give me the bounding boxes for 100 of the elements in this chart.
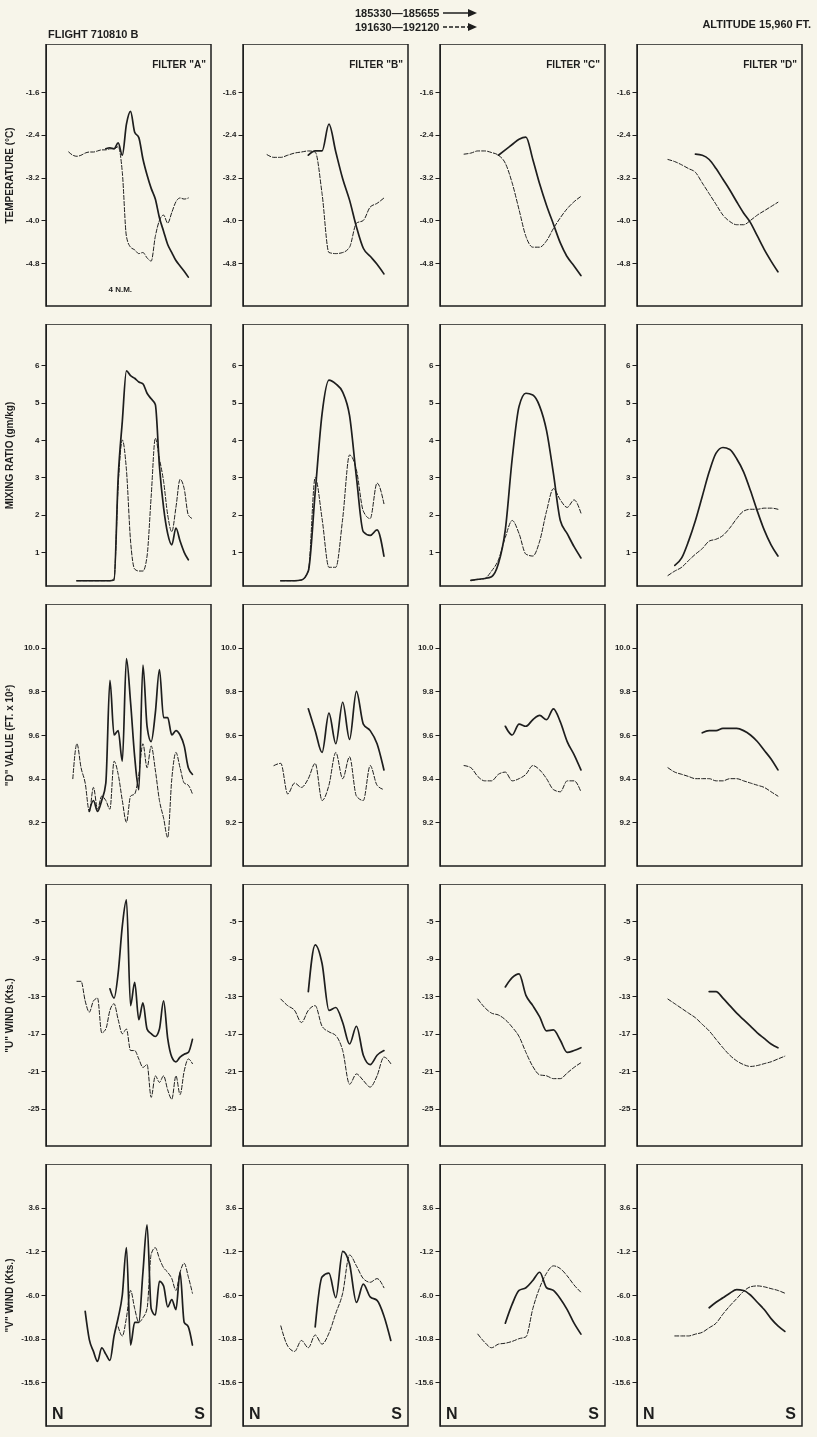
y-tick-label: 9.8: [619, 686, 632, 696]
y-tick-label: 6: [429, 360, 435, 370]
y-tick-label: -9: [426, 954, 435, 964]
y-tick-label: 2: [429, 510, 435, 520]
y-tick-label: 9.4: [28, 774, 41, 784]
y-tick-label: -2.4: [616, 130, 632, 140]
text: ALTITUDE 15,960 FT.: [702, 18, 811, 30]
y-tick-label: -25: [618, 1104, 632, 1114]
y-tick-label: -6.0: [222, 1290, 238, 1300]
y-tick-label: 10.0: [417, 643, 435, 653]
annotation: S: [785, 1405, 797, 1422]
y-tick-label: -15.6: [218, 1377, 238, 1387]
y-tick-label: 4: [626, 435, 632, 445]
y-tick-label: -5: [32, 916, 41, 926]
y-tick-label: -10.8: [415, 1334, 435, 1344]
y-tick-label: -4.0: [616, 215, 632, 225]
y-tick-label: -1.2: [419, 1246, 435, 1256]
y-tick-label: -4.8: [616, 258, 632, 268]
line-series: [280, 998, 392, 1088]
text: FILTER "D": [743, 59, 798, 70]
annotation: N: [643, 1405, 655, 1422]
y-tick-label: -13: [27, 991, 41, 1001]
y-tick-label: -1.6: [222, 87, 238, 97]
y-tick-label: 2: [232, 510, 238, 520]
annotation: N: [52, 1405, 64, 1422]
y-tick-label: -25: [421, 1104, 435, 1114]
y-tick-label: -6.0: [616, 1290, 632, 1300]
y-tick-label: 9.6: [28, 730, 41, 740]
y-tick-label: 5: [626, 398, 632, 408]
y-tick-label: 10.0: [220, 643, 238, 653]
y-tick-label: 9.8: [28, 686, 41, 696]
y-tick-label: -4.0: [419, 215, 435, 225]
y-tick-label: 3.6: [28, 1203, 41, 1213]
y-tick-label: -17: [421, 1029, 435, 1039]
y-tick-label: -10.8: [218, 1334, 238, 1344]
y-tick-label: -1.6: [616, 87, 632, 97]
y-tick-label: 9.2: [225, 817, 238, 827]
line-series: [701, 727, 779, 771]
text: FILTER "B": [349, 59, 404, 70]
y-tick-label: -21: [224, 1066, 238, 1076]
y-tick-label: -15.6: [415, 1377, 435, 1387]
y-axis-title: "V" WIND (Kts.): [3, 1258, 15, 1333]
annotation: S: [588, 1405, 600, 1422]
y-tick-label: -3.2: [222, 173, 238, 183]
y-tick-label: -2.4: [419, 130, 435, 140]
y-tick-label: 5: [35, 398, 41, 408]
y-tick-label: -3.2: [616, 173, 632, 183]
y-tick-label: 3.6: [422, 1203, 435, 1213]
y-tick-label: -10.8: [21, 1334, 41, 1344]
y-tick-label: 4: [232, 435, 238, 445]
y-tick-label: -4.8: [419, 258, 435, 268]
y-axis-title: "U" WIND (Kts.): [3, 978, 15, 1053]
y-tick-label: 5: [429, 398, 435, 408]
line-series: [273, 751, 385, 801]
y-tick-label: -21: [421, 1066, 435, 1076]
y-tick-label: 9.4: [422, 774, 435, 784]
y-tick-label: -1.2: [222, 1246, 238, 1256]
y-tick-label: 9.6: [422, 730, 435, 740]
y-axis-title: "D" VALUE (FT. x 10²): [3, 684, 15, 787]
y-tick-label: 6: [232, 360, 238, 370]
line-series: [307, 690, 385, 771]
y-tick-label: -13: [618, 991, 632, 1001]
y-tick-label: 9.6: [225, 730, 238, 740]
y-tick-label: -3.2: [419, 173, 435, 183]
y-tick-label: 1: [232, 547, 238, 557]
y-tick-label: 9.8: [225, 686, 238, 696]
line-series: [667, 998, 786, 1067]
annotation: N: [446, 1405, 458, 1422]
text: FILTER "A": [152, 59, 207, 70]
line-series: [504, 972, 582, 1054]
y-axis-title: TEMPERATURE (°C): [3, 127, 15, 224]
y-tick-label: 1: [626, 547, 632, 557]
y-tick-label: 9.6: [619, 730, 632, 740]
y-tick-label: -17: [618, 1029, 632, 1039]
y-tick-label: -5: [426, 916, 435, 926]
y-tick-label: -1.2: [616, 1246, 632, 1256]
y-tick-label: 9.4: [619, 774, 632, 784]
y-tick-label: -4.0: [222, 215, 238, 225]
y-tick-label: -9: [32, 954, 41, 964]
line-series: [674, 1285, 786, 1337]
y-tick-label: -2.4: [25, 130, 41, 140]
y-tick-label: -21: [618, 1066, 632, 1076]
y-tick-label: -17: [224, 1029, 238, 1039]
y-tick-label: 10.0: [23, 643, 41, 653]
text: 185330—185655: [355, 6, 440, 20]
y-tick-label: -21: [27, 1066, 41, 1076]
y-tick-label: 4: [35, 435, 41, 445]
annotation: S: [391, 1405, 403, 1422]
y-tick-label: 4: [429, 435, 435, 445]
y-tick-label: -4.8: [222, 258, 238, 268]
y-tick-label: -9: [623, 954, 632, 964]
y-tick-label: 1: [429, 547, 435, 557]
line-series: [667, 767, 779, 797]
y-tick-label: -5: [623, 916, 632, 926]
y-tick-label: -15.6: [21, 1377, 41, 1387]
annotation: 4 N.M.: [108, 285, 133, 294]
y-tick-label: 9.4: [225, 774, 238, 784]
y-tick-label: -15.6: [612, 1377, 632, 1387]
y-tick-label: 6: [626, 360, 632, 370]
y-tick-label: -1.2: [25, 1246, 41, 1256]
